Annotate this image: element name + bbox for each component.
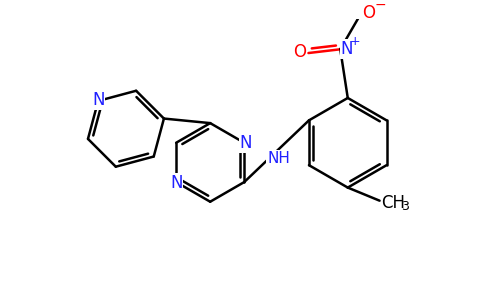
Text: N: N [240,134,252,152]
Text: N: N [341,40,353,58]
Text: O: O [362,4,375,22]
Text: NH: NH [267,151,290,166]
Text: +: + [350,35,361,48]
Text: N: N [92,91,105,109]
Text: N: N [170,174,182,192]
Text: −: − [375,0,386,11]
Text: 3: 3 [401,200,409,213]
Text: O: O [293,43,306,61]
Text: CH: CH [381,194,405,211]
